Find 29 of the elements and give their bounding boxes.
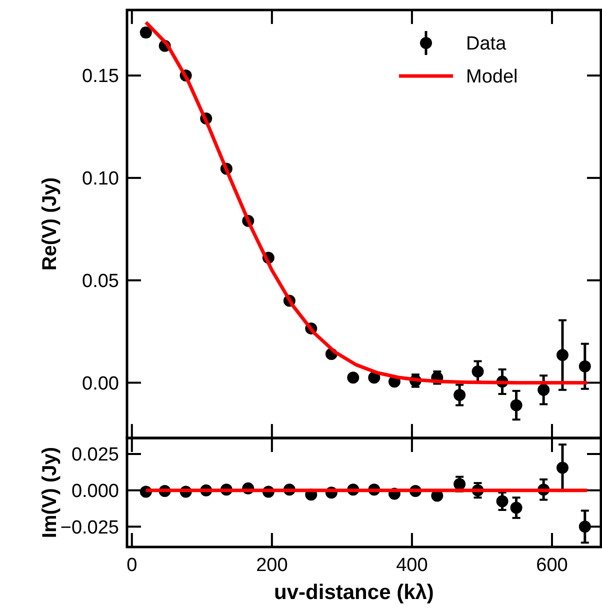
y-tick-label: 0.025 — [71, 444, 119, 466]
y-tick-label: −0.025 — [60, 517, 119, 538]
y-tick-label: 0.00 — [82, 373, 119, 394]
point — [472, 365, 484, 378]
y-tick-label: 0.000 — [71, 480, 119, 502]
x-axis-title: uv-distance (kλ) — [274, 581, 434, 604]
x-tick-label: 200 — [256, 555, 288, 576]
point — [578, 520, 591, 533]
point — [347, 372, 360, 384]
point — [140, 26, 152, 39]
y-tick-label: 0.15 — [82, 66, 119, 88]
point — [510, 399, 522, 412]
y-axis-title: Im(V) (Jy) — [39, 446, 61, 538]
point — [538, 384, 550, 396]
point — [556, 462, 568, 474]
x-tick-label: 400 — [396, 555, 428, 576]
point — [454, 388, 466, 401]
legend-label: Model — [466, 66, 518, 88]
point — [510, 502, 522, 514]
y-axis-title: Re(V) (Jy) — [39, 177, 61, 271]
point — [454, 478, 466, 490]
y-tick-label: 0.10 — [82, 168, 119, 190]
x-tick-label: 0 — [126, 555, 138, 576]
y-tick-label: 0.05 — [82, 270, 119, 292]
x-tick-label: 600 — [536, 555, 568, 576]
point — [578, 360, 591, 372]
point — [556, 349, 568, 362]
legend-label: Data — [466, 34, 507, 55]
point — [496, 495, 508, 508]
